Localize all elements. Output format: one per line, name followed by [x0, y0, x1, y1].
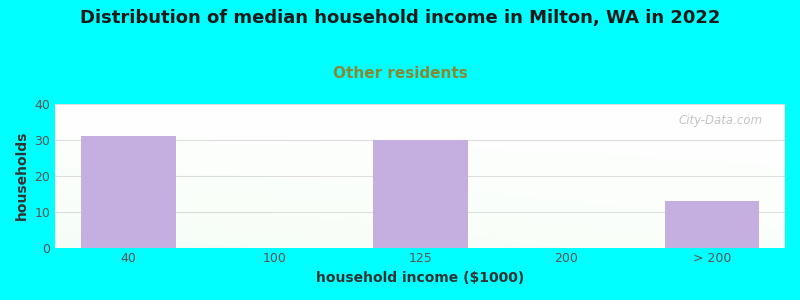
Text: Distribution of median household income in Milton, WA in 2022: Distribution of median household income … — [80, 9, 720, 27]
Y-axis label: households: households — [15, 131, 29, 220]
Text: Other residents: Other residents — [333, 66, 467, 81]
Text: City-Data.com: City-Data.com — [679, 114, 763, 127]
X-axis label: household income ($1000): household income ($1000) — [316, 271, 524, 285]
Bar — [665, 201, 759, 247]
Bar — [81, 136, 176, 248]
Bar — [373, 140, 467, 248]
